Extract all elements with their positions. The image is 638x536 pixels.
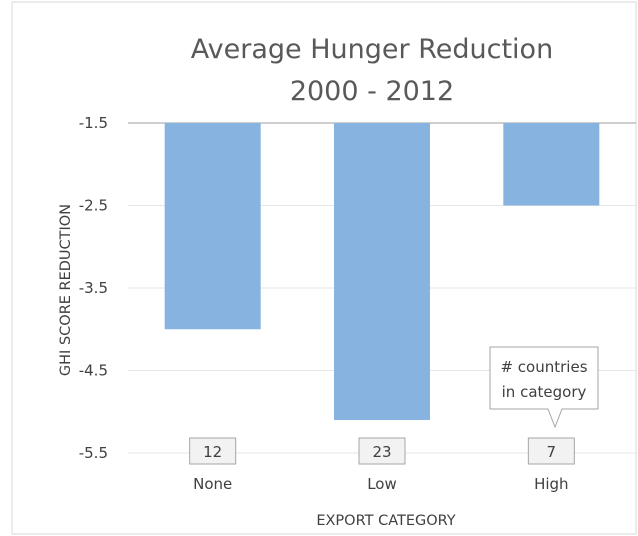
bar-low	[334, 123, 430, 420]
y-axis-tick-labels: -1.5 -2.5 -3.5 -4.5 -5.5	[79, 114, 108, 462]
y-axis-title: GHI SCORE REDUCTION	[58, 204, 74, 376]
bars	[164, 123, 600, 420]
callout-bubble	[489, 346, 599, 429]
y-tick-label: -5.5	[79, 444, 108, 462]
x-axis-tick-labels: None Low High	[193, 475, 568, 493]
category-label-low: Low	[367, 475, 397, 493]
bar-high	[503, 123, 600, 206]
count-box-low	[358, 437, 406, 465]
y-tick-label: -4.5	[79, 362, 108, 380]
callout-annotation: # countries in category	[489, 346, 599, 429]
chart-title-line-2: 2000 - 2012	[290, 76, 454, 107]
category-label-high: High	[534, 475, 568, 493]
count-label-none: 12	[203, 443, 222, 461]
category-label-none: None	[193, 475, 232, 493]
count-label-high: 7	[547, 443, 557, 461]
callout-text-line-1: # countries	[500, 358, 587, 376]
bar-none	[164, 123, 261, 330]
y-tick-label: -1.5	[79, 114, 108, 132]
y-tick-label: -3.5	[79, 279, 108, 297]
x-axis-title: EXPORT CATEGORY	[316, 513, 455, 529]
count-box-none	[189, 437, 237, 465]
count-label-low: 23	[372, 443, 391, 461]
count-box-high	[527, 437, 575, 465]
chart-title-line-1: Average Hunger Reduction	[191, 34, 553, 65]
y-tick-label: -2.5	[79, 197, 108, 215]
count-boxes: 12 23 7	[189, 437, 575, 465]
callout-text-line-2: in category	[502, 383, 587, 401]
